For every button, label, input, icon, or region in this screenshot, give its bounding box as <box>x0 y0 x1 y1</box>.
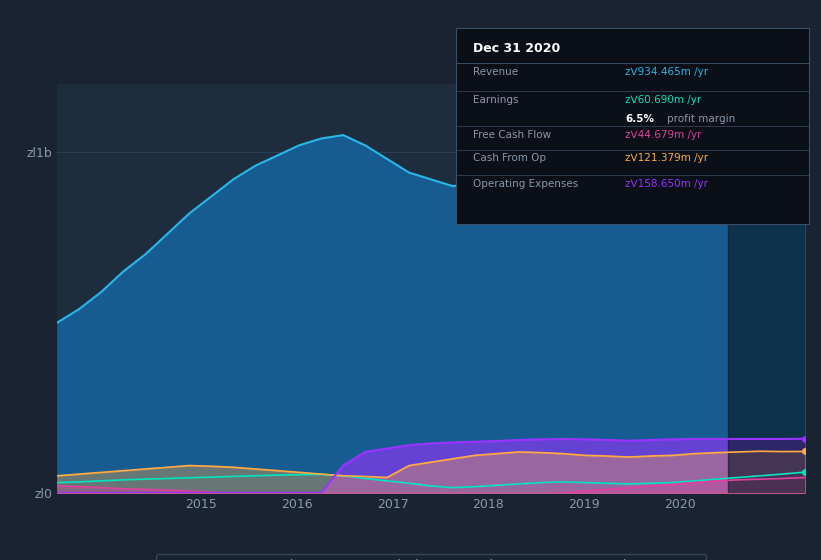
Text: Free Cash Flow: Free Cash Flow <box>474 130 552 140</box>
Text: profit margin: profit margin <box>667 114 736 124</box>
Legend: Revenue, Earnings, Free Cash Flow, Cash From Op, Operating Expenses: Revenue, Earnings, Free Cash Flow, Cash … <box>156 554 706 560</box>
Text: zᐯ44.679m /yr: zᐯ44.679m /yr <box>625 130 702 140</box>
Text: Dec 31 2020: Dec 31 2020 <box>474 42 561 55</box>
Text: zᐯ934.465m /yr: zᐯ934.465m /yr <box>625 67 709 77</box>
Text: Operating Expenses: Operating Expenses <box>474 179 579 189</box>
Text: Earnings: Earnings <box>474 95 519 105</box>
Text: Cash From Op: Cash From Op <box>474 153 546 164</box>
Text: 6.5%: 6.5% <box>625 114 654 124</box>
Text: zᐯ121.379m /yr: zᐯ121.379m /yr <box>625 153 709 164</box>
Bar <box>728 84 805 493</box>
Text: zᐯ60.690m /yr: zᐯ60.690m /yr <box>625 95 701 105</box>
Text: Revenue: Revenue <box>474 67 518 77</box>
Text: zᐯ158.650m /yr: zᐯ158.650m /yr <box>625 179 708 189</box>
